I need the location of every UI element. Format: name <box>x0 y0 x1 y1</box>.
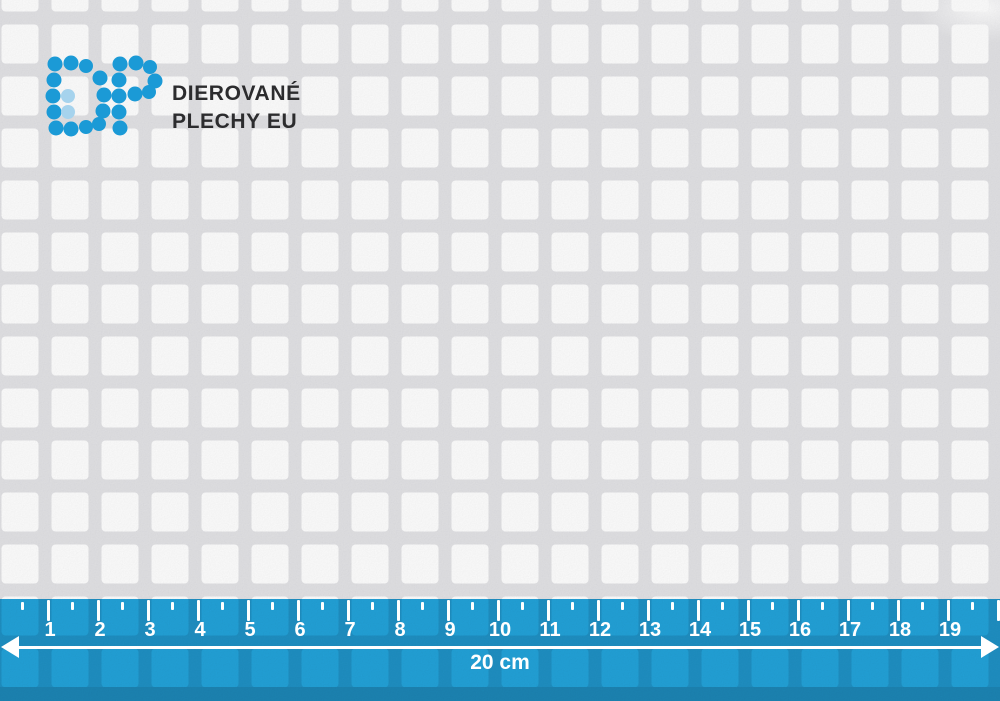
ruler-number: 12 <box>588 619 612 641</box>
ruler-span-arrow-line <box>8 646 992 649</box>
ruler-tick-major <box>447 600 450 621</box>
ruler-number: 4 <box>194 619 206 641</box>
ruler <box>0 599 1000 701</box>
ruler-tick-minor <box>171 602 174 610</box>
brand-wordmark-line2: PLECHY EU <box>172 110 298 133</box>
ruler-number: 15 <box>738 619 762 641</box>
ruler-total-label: 20 cm <box>470 651 530 674</box>
ruler-tick-minor <box>771 602 774 610</box>
ruler-number: 5 <box>244 619 256 641</box>
ruler-number: 11 <box>539 619 561 641</box>
ruler-tick-major <box>697 600 700 621</box>
ruler-tick-minor <box>371 602 374 610</box>
ruler-tick-major <box>847 600 850 621</box>
ruler-tick-minor <box>71 602 74 610</box>
ruler-tick-minor <box>871 602 874 610</box>
ruler-tick-minor <box>621 602 624 610</box>
ruler-tick-major <box>747 600 750 621</box>
ruler-number: 3 <box>144 619 156 641</box>
ruler-number: 16 <box>788 619 812 641</box>
ruler-tick-minor <box>321 602 324 610</box>
ruler-tick-minor <box>671 602 674 610</box>
ruler-number: 19 <box>938 619 962 641</box>
ruler-number: 10 <box>488 619 512 641</box>
ruler-tick-minor <box>571 602 574 610</box>
dp-dot-logo-light-dots <box>61 89 75 119</box>
ruler-number: 2 <box>94 619 106 641</box>
ruler-tick-minor <box>821 602 824 610</box>
ruler-number: 8 <box>394 619 406 641</box>
ruler-tick-major <box>497 600 500 621</box>
ruler-tick-minor <box>221 602 224 610</box>
ruler-tick-major <box>547 600 550 621</box>
ruler-number: 6 <box>294 619 306 641</box>
ruler-number: 18 <box>888 619 912 641</box>
ruler-number: 9 <box>444 619 456 641</box>
ruler-tick-minor <box>21 602 24 610</box>
ruler-arrowhead-left-icon <box>1 636 19 658</box>
ruler-tick-minor <box>521 602 524 610</box>
ruler-tick-minor <box>271 602 274 610</box>
ruler-number: 7 <box>344 619 356 641</box>
ruler-tick-major <box>347 600 350 621</box>
ruler-tick-minor <box>471 602 474 610</box>
ruler-tick-major <box>897 600 900 621</box>
ruler-scale: 20 cm 1 2 3 4 5 6 7 8 9 10 11 12 13 14 15 16 17 18 19 <box>0 599 1000 701</box>
ruler-tick-major <box>297 600 300 621</box>
ruler-number: 13 <box>638 619 662 641</box>
ruler-number: 1 <box>44 619 56 641</box>
ruler-tick-minor <box>421 602 424 610</box>
ruler-tick-major <box>247 600 250 621</box>
ruler-tick-major <box>797 600 800 621</box>
ruler-tick-minor <box>921 602 924 610</box>
ruler-tick-minor <box>721 602 724 610</box>
ruler-tick-major <box>597 600 600 621</box>
ruler-tick-major <box>97 600 100 621</box>
ruler-number: 17 <box>838 619 862 641</box>
ruler-arrowhead-right-icon <box>981 636 999 658</box>
ruler-tick-major <box>47 600 50 621</box>
ruler-tick-major <box>197 600 200 621</box>
ruler-tick-major <box>947 600 950 621</box>
ruler-tick-major <box>397 600 400 621</box>
brand-wordmark: DIEROVANÉ PLECHY EU <box>172 80 301 136</box>
ruler-tick-minor <box>971 602 974 610</box>
ruler-tick-major <box>997 600 1000 621</box>
ruler-tick-major <box>147 600 150 621</box>
ruler-number: 14 <box>688 619 712 641</box>
ruler-tick-minor <box>121 602 124 610</box>
ruler-tick-major <box>647 600 650 621</box>
brand-wordmark-line1: DIEROVANÉ <box>172 82 301 105</box>
dp-dot-logo <box>45 55 163 137</box>
